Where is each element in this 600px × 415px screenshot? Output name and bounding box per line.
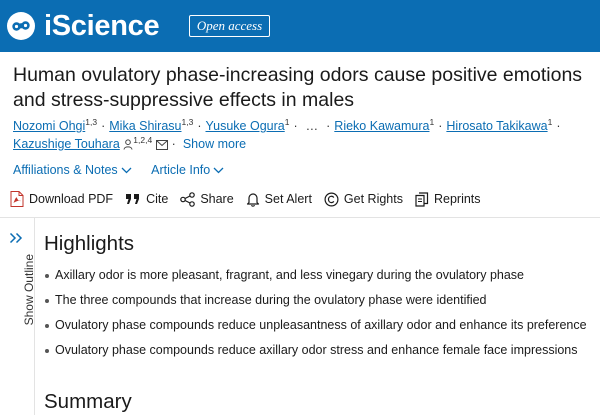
author-separator: · [556,119,561,133]
toolbar-divider [0,217,600,218]
author-list-continued: Kazushige Touhara 1,2,4 · Show more [13,136,600,152]
set-alert-label: Set Alert [264,192,312,206]
article-meta-links: Affiliations & Notes Article Info [13,162,224,178]
cite-label: Cite [146,192,169,206]
author-affiliation-sup: 1,3 [85,116,98,127]
site-header: iScience Open access [0,0,600,52]
author-affiliation-sup: 1,2,4 [133,134,153,145]
author-separator: · [171,137,176,151]
author-link[interactable]: Yusuke Ogura [205,119,285,133]
article-toolbar: Download PDF Cite Share Set Alert Get Ri… [10,190,493,208]
person-icon [123,139,133,150]
share-button[interactable]: Share [180,191,234,207]
summary-heading: Summary [44,390,132,413]
get-rights-button[interactable]: Get Rights [324,191,403,207]
get-rights-label: Get Rights [343,192,403,206]
reprints-button[interactable]: Reprints [415,191,481,207]
author-link[interactable]: Mika Shirasu [109,119,182,133]
author-link[interactable]: Hirosato Takikawa [446,119,548,133]
highlight-item: Ovulatory phase compounds reduce unpleas… [44,316,600,341]
author-affiliation-sup: 1,3 [181,116,194,127]
share-icon [180,191,196,207]
author-separator: · [293,119,298,133]
iscience-logo[interactable]: iScience [6,10,160,42]
author-affiliation-sup: 1 [284,116,290,127]
highlight-item: Ovulatory phase compounds reduce axillar… [44,341,600,366]
open-access-badge: Open access [189,15,270,37]
affiliations-notes-label: Affiliations & Notes [13,163,118,177]
authors-ellipsis: … [305,119,319,133]
article-title-line-2: and stress-suppressive effects in males [13,89,355,111]
download-pdf-label: Download PDF [29,192,114,206]
download-pdf-button[interactable]: Download PDF [10,191,113,207]
affiliations-notes-toggle[interactable]: Affiliations & Notes [13,162,132,178]
quote-icon [126,194,140,204]
highlights-list: Axillary odor is more pleasant, fragrant… [44,266,600,366]
author-link[interactable]: Nozomi Ohgi [13,119,86,133]
bell-icon [246,192,259,207]
brand-name: iScience [44,10,160,42]
author-affiliation-sup: 1 [547,116,553,127]
highlight-item: Axillary odor is more pleasant, fragrant… [44,266,600,291]
reprints-icon [415,191,429,207]
mail-icon[interactable] [155,140,168,150]
author-separator: · [197,119,202,133]
chevron-down-icon [121,167,132,173]
show-more-authors-link[interactable]: Show more [182,137,247,151]
double-chevron-right-icon[interactable] [9,232,23,244]
author-link[interactable]: Kazushige Touhara [13,137,120,151]
author-separator: · [326,119,331,133]
article-info-toggle[interactable]: Article Info [151,162,224,178]
copyright-icon [324,191,339,207]
pdf-icon [10,191,24,207]
author-affiliation-sup: 1 [429,116,435,127]
author-link[interactable]: Rieko Kawamura [334,119,430,133]
article-title-line-1: Human ovulatory phase-increasing odors c… [13,64,583,86]
show-outline-toggle[interactable]: Show Outline [22,254,36,326]
iscience-logo-icon [7,12,35,40]
share-label: Share [200,192,234,206]
author-separator: · [438,119,443,133]
article-info-label: Article Info [151,163,211,177]
highlight-item: The three compounds that increase during… [44,291,600,316]
cite-button[interactable]: Cite [125,192,168,206]
chevron-down-icon [213,167,224,173]
article-title: Human ovulatory phase-increasing odors c… [13,63,600,113]
set-alert-button[interactable]: Set Alert [246,192,312,207]
author-separator: · [101,119,106,133]
highlights-heading: Highlights [44,232,135,255]
outline-rail: Show Outline [0,218,36,415]
reprints-label: Reprints [433,192,481,206]
author-list: Nozomi Ohgi1,3 · Mika Shirasu1,3 · Yusuke Og… [13,118,600,134]
